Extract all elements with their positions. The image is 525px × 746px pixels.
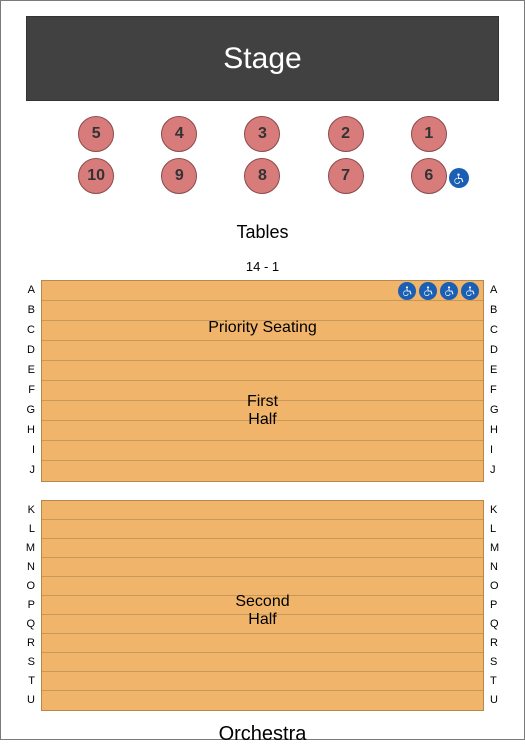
stage-label: Stage [223,42,301,76]
seat-row-P[interactable] [42,596,483,615]
seat-row-T[interactable] [42,672,483,691]
row-label-D: D [13,340,35,360]
row-label-B: B [490,300,512,320]
seat-row-D[interactable] [42,341,483,361]
row-label-E: E [490,360,512,380]
row-label-O: O [13,576,35,595]
row-label-L: L [13,519,35,538]
wheelchair-icon [461,282,479,300]
seat-row-R[interactable] [42,634,483,653]
row-labels-right: KLMNOPQRSTU [484,500,512,711]
row-label-H: H [490,420,512,440]
row-label-S: S [490,652,512,671]
row-label-U: U [490,690,512,709]
row-label-G: G [13,400,35,420]
table-row: 10 9 8 7 6 [1,158,524,194]
second-half-container: KLMNOPQRSTU SecondHalf KLMNOPQRSTU [1,500,524,711]
seat-row-S[interactable] [42,653,483,672]
table-4[interactable]: 4 [161,116,197,152]
wheelchair-icon [398,282,416,300]
row-label-K: K [13,500,35,519]
seat-row-Q[interactable] [42,615,483,634]
row-label-O: O [490,576,512,595]
row-label-K: K [490,500,512,519]
row-label-H: H [13,420,35,440]
row-label-D: D [490,340,512,360]
wheelchair-icon [449,168,469,188]
seat-row-J[interactable] [42,461,483,481]
stage: Stage [26,16,499,101]
row-label-P: P [13,595,35,614]
seat-row-K[interactable] [42,501,483,520]
table-10[interactable]: 10 [78,158,114,194]
seat-row-C[interactable] [42,321,483,341]
row-label-T: T [490,671,512,690]
row-label-F: F [13,380,35,400]
first-half-block[interactable]: Priority Seating FirstHalf [41,280,484,482]
seat-row-L[interactable] [42,520,483,539]
row-label-A: A [13,280,35,300]
wheelchair-icon [440,282,458,300]
row-label-R: R [13,633,35,652]
row-label-N: N [13,557,35,576]
table-row: 5 4 3 2 1 [1,116,524,152]
row-labels-left: KLMNOPQRSTU [13,500,41,711]
seat-row-M[interactable] [42,539,483,558]
row-label-J: J [490,460,512,480]
seat-row-H[interactable] [42,421,483,441]
row-labels-left: ABCDEFGHIJ [13,280,41,482]
row-label-Q: Q [13,614,35,633]
row-label-U: U [13,690,35,709]
seating-range-label: 14 - 1 [1,259,524,274]
row-label-C: C [490,320,512,340]
seat-row-E[interactable] [42,361,483,381]
row-label-Q: Q [490,614,512,633]
wheelchair-icon [419,282,437,300]
table-5[interactable]: 5 [78,116,114,152]
row-label-I: I [490,440,512,460]
table-8[interactable]: 8 [244,158,280,194]
table-2[interactable]: 2 [328,116,364,152]
row-label-B: B [13,300,35,320]
row-label-N: N [490,557,512,576]
row-labels-right: ABCDEFGHIJ [484,280,512,482]
tables-area: 5 4 3 2 1 10 9 8 7 6 [1,101,524,206]
tables-label: Tables [1,222,524,243]
seat-row-F[interactable] [42,381,483,401]
row-label-A: A [490,280,512,300]
row-label-P: P [490,595,512,614]
row-label-C: C [13,320,35,340]
table-6[interactable]: 6 [411,158,447,194]
table-3[interactable]: 3 [244,116,280,152]
first-half-container: ABCDEFGHIJ Priority Seating FirstHalf AB… [1,280,524,482]
row-label-I: I [13,440,35,460]
accessible-strip [398,282,479,300]
row-label-S: S [13,652,35,671]
row-label-T: T [13,671,35,690]
orchestra-label: Orchestra [1,723,524,746]
seat-row-B[interactable] [42,301,483,321]
table-1[interactable]: 1 [411,116,447,152]
seat-row-O[interactable] [42,577,483,596]
row-label-M: M [490,538,512,557]
row-label-M: M [13,538,35,557]
seat-row-I[interactable] [42,441,483,461]
row-label-E: E [13,360,35,380]
row-label-F: F [490,380,512,400]
row-label-G: G [490,400,512,420]
row-label-J: J [13,460,35,480]
seat-row-N[interactable] [42,558,483,577]
seat-row-U[interactable] [42,691,483,710]
table-9[interactable]: 9 [161,158,197,194]
second-half-block[interactable]: SecondHalf [41,500,484,711]
row-label-R: R [490,633,512,652]
seat-row-G[interactable] [42,401,483,421]
row-label-L: L [490,519,512,538]
table-7[interactable]: 7 [328,158,364,194]
